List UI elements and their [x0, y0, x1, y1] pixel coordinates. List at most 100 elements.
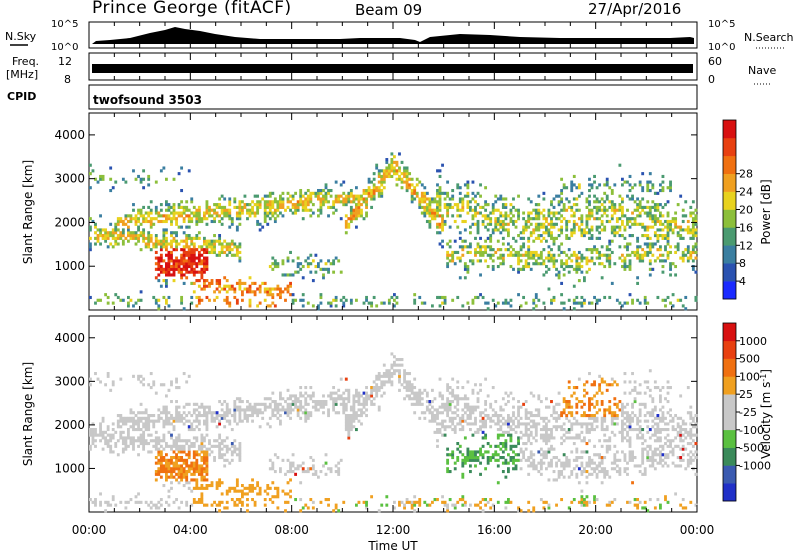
range-gate-cell [618, 400, 622, 404]
range-gate-cell [527, 248, 531, 252]
range-gate-cell [99, 177, 102, 181]
range-gate-cell [327, 394, 330, 398]
range-gate-cell [519, 416, 523, 420]
range-gate-cell [456, 214, 460, 218]
range-gate-cell [514, 239, 518, 243]
range-gate-cell [387, 163, 391, 167]
range-gate-cell [182, 211, 186, 215]
range-gate-cell [461, 475, 465, 479]
range-gate-cell [501, 197, 505, 201]
range-gate-cell [550, 464, 553, 468]
range-gate-cell [197, 444, 201, 448]
range-gate-cell [355, 186, 358, 190]
range-gate-cell [197, 428, 201, 432]
range-gate-cell [137, 174, 140, 179]
range-gate-cell [96, 180, 100, 184]
range-gate-cell [537, 222, 541, 226]
range-gate-cell [636, 250, 640, 255]
range-gate-cell [623, 458, 627, 462]
range-gate-cell [570, 470, 574, 474]
range-gate-cell [286, 256, 290, 260]
range-gate-cell [349, 419, 353, 423]
range-gate-cell [167, 264, 171, 269]
range-gate-cell [522, 253, 526, 257]
range-gate-cell [479, 194, 482, 198]
range-gate-cell [575, 458, 579, 462]
range-gate-cell [104, 234, 108, 238]
range-gate-cell [550, 217, 553, 221]
range-gate-cell [659, 188, 662, 193]
range-gate-cell [372, 295, 376, 300]
range-gate-cell [588, 456, 591, 460]
range-gate-cell [547, 461, 551, 465]
range-gate-cell [329, 470, 333, 474]
range-gate-cell [311, 394, 315, 398]
range-gate-cell [251, 281, 254, 285]
range-gate-cell [648, 205, 652, 209]
range-gate-cell [598, 250, 602, 255]
range-gate-cell [621, 219, 624, 224]
range-gate-cell [342, 203, 346, 207]
range-gate-cell [185, 461, 189, 465]
range-gate-cell [190, 219, 194, 224]
range-gate-cell [165, 470, 168, 474]
range-gate-cell [182, 219, 186, 224]
range-gate-cell [633, 388, 637, 392]
range-gate-cell [474, 200, 477, 204]
range-gate-cell [301, 411, 305, 415]
range-gate-cell [349, 298, 353, 302]
range-gate-cell [547, 287, 551, 291]
range-gate-cell [418, 503, 422, 507]
range-gate-cell [96, 239, 100, 243]
range-gate-cell [641, 253, 645, 257]
range-gate-cell [534, 208, 538, 212]
range-gate-cell [296, 208, 300, 212]
range-gate-cell [646, 301, 650, 305]
range-gate-cell [175, 222, 178, 226]
range-gate-cell [238, 284, 242, 288]
range-gate-cell [408, 172, 412, 176]
range-gate-cell [466, 450, 470, 454]
range-gate-cell [494, 444, 498, 448]
range-gate-cell [124, 416, 128, 420]
range-gate-cell [438, 200, 442, 204]
range-gate-cell [89, 225, 92, 229]
range-gate-cell [393, 304, 396, 308]
range-gate-cell [499, 248, 503, 252]
range-gate-cell [192, 273, 196, 277]
range-gate-cell [162, 383, 166, 387]
range-gate-cell [669, 188, 672, 193]
range-gate-cell [565, 222, 569, 226]
range-gate-cell [347, 194, 351, 198]
range-gate-cell [618, 408, 622, 412]
freq-tick-bottom: 8 [64, 73, 71, 86]
range-gate-cell [519, 447, 523, 451]
range-gate-cell [177, 414, 181, 418]
range-gate-cell [276, 456, 280, 460]
range-gate-cell [314, 472, 318, 476]
range-gate-cell [595, 250, 599, 255]
range-gate-cell [593, 180, 596, 184]
range-gate-cell [600, 245, 604, 249]
range-gate-cell [139, 222, 143, 226]
range-gate-cell [213, 211, 216, 215]
range-gate-cell [557, 273, 561, 277]
range-gate-cell [610, 461, 614, 465]
range-gate-cell [605, 450, 609, 454]
range-gate-cell [111, 245, 115, 249]
range-gate-cell [395, 369, 399, 373]
range-gate-cell [588, 416, 591, 420]
range-gate-cell [491, 408, 495, 412]
range-gate-cell [248, 298, 252, 302]
range-gate-cell [403, 506, 406, 510]
range-gate-cell [281, 197, 285, 201]
range-gate-cell [304, 205, 308, 209]
range-gate-cell [332, 200, 336, 204]
range-gate-cell [664, 225, 667, 229]
range-gate-cell [456, 442, 460, 446]
range-gate-cell [656, 191, 660, 195]
range-gate-cell [192, 411, 196, 415]
range-gate-cell [200, 478, 204, 482]
range-gate-cell [610, 203, 614, 207]
range-gate-cell [213, 419, 216, 423]
